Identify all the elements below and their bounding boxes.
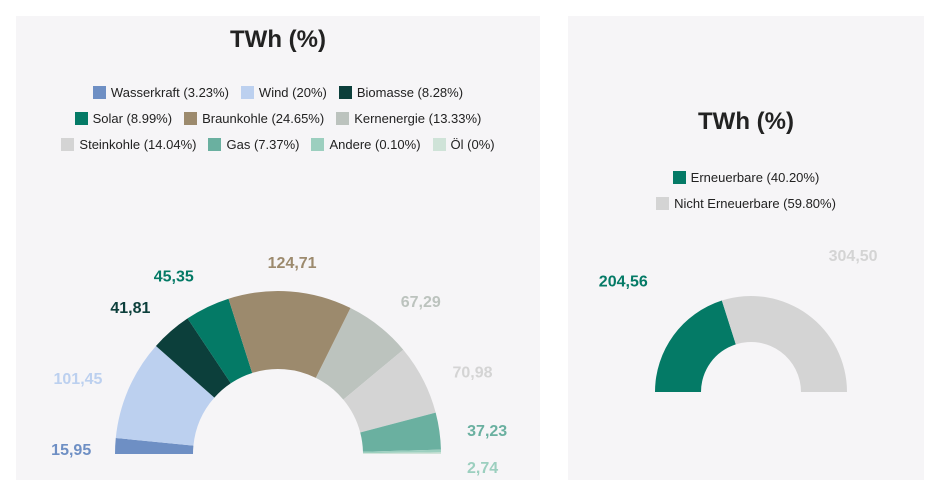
legend-swatch [184, 111, 198, 125]
data-label-andere: 2,74 [467, 460, 498, 477]
legend-swatch [240, 85, 254, 99]
legend-label: Öl (0%) [450, 136, 495, 152]
legend-label: Erneuerbare (40.20%) [690, 169, 820, 185]
legend-label: Solar (8.99%) [92, 110, 173, 126]
data-label-nicht-erneuerbare: 304,50 [829, 248, 878, 265]
legend-item-biomasse[interactable]: Biomasse (8.28%) [338, 84, 464, 100]
slice-wasserkraft[interactable] [115, 437, 194, 454]
legend-label: Braunkohle (24.65%) [202, 110, 325, 126]
legend-item-oel[interactable]: Öl (0%) [432, 136, 495, 152]
legend-swatch [61, 137, 75, 151]
data-label-wind: 101,45 [54, 371, 103, 388]
slice-andere[interactable] [362, 449, 441, 454]
legend-row: Steinkohle (14.04%) Gas (7.37%) Andere (0.… [55, 131, 500, 157]
legend-label: Wasserkraft (3.23%) [110, 84, 229, 100]
legend-swatch [311, 137, 325, 151]
data-label-biomasse: 41,81 [110, 300, 150, 317]
slice-gas[interactable] [360, 412, 441, 452]
data-label-solar: 45,35 [154, 269, 194, 286]
legend-item-andere[interactable]: Andere (0.10%) [311, 136, 421, 152]
legend-item-wind[interactable]: Wind (20%) [240, 84, 327, 100]
slice-kernenergie[interactable] [315, 308, 404, 400]
legend-swatch [74, 111, 88, 125]
chart-legend: Wasserkraft (3.23%) Wind (20%) Biomasse (8… [16, 79, 540, 157]
legend-label: Kernenergie (13.33%) [354, 110, 482, 126]
legend-label: Nicht Erneuerbare (59.80%) [674, 195, 836, 211]
data-label-wasserkraft: 15,95 [51, 442, 91, 459]
legend-item-kernenergie[interactable]: Kernenergie (13.33%) [336, 111, 481, 126]
legend-swatch [672, 170, 686, 184]
slice-erneuerbare[interactable] [655, 300, 736, 392]
legend-item-nicht-erneuerbare[interactable]: Nicht Erneuerbare (59.80%) [656, 196, 836, 211]
legend-row: Nicht Erneuerbare (59.80%) [650, 190, 842, 216]
legend-row: Solar (8.99%) Braunkohle (24.65%) Kernener… [69, 105, 488, 131]
legend-swatch [338, 85, 352, 99]
data-label-kernenergie: 67,29 [401, 294, 441, 311]
slice-wind[interactable] [115, 345, 215, 446]
legend-swatch [92, 85, 106, 99]
slice-oel[interactable] [362, 452, 441, 454]
slice-braunkohle[interactable] [228, 291, 351, 378]
legend-label: Biomasse (8.28%) [356, 84, 464, 100]
legend-label: Gas (7.37%) [226, 136, 300, 152]
legend-item-erneuerbare[interactable]: Erneuerbare (40.20%) [672, 169, 820, 185]
slice-steinkohle[interactable] [343, 349, 436, 433]
legend-label: Andere (0.10%) [329, 136, 421, 152]
legend-item-gas[interactable]: Gas (7.37%) [208, 137, 299, 152]
renewable-share-chart-panel: TWh (%) Erneuerbare (40.20%) Nicht Erneue… [568, 16, 924, 480]
chart-title: TWh (%) [698, 108, 794, 135]
energy-mix-chart-panel: TWh (%) Wasserkraft (3.23%) Wind (20%) Bio… [16, 16, 540, 480]
chart-title: TWh (%) [230, 26, 326, 53]
legend-item-solar[interactable]: Solar (8.99%) [74, 110, 173, 126]
legend-label: Wind (20%) [258, 84, 327, 100]
data-label-steinkohle: 70,98 [452, 365, 492, 382]
legend-row: Erneuerbare (40.20%) [667, 164, 826, 190]
data-label-gas: 37,23 [467, 423, 507, 440]
legend-item-steinkohle[interactable]: Steinkohle (14.04%) [61, 137, 196, 152]
legend-swatch [432, 137, 446, 151]
slice-nicht-erneuerbare[interactable] [721, 296, 847, 392]
legend-item-braunkohle[interactable]: Braunkohle (24.65%) [184, 111, 324, 126]
legend-swatch [208, 137, 222, 151]
slice-biomasse[interactable] [155, 318, 231, 398]
data-label-erneuerbare: 204,56 [599, 274, 648, 291]
legend-label: Steinkohle (14.04%) [79, 136, 197, 152]
chart-legend: Erneuerbare (40.20%) Nicht Erneuerbare (5… [568, 164, 924, 216]
legend-swatch [336, 111, 350, 125]
slice-solar[interactable] [187, 298, 253, 384]
data-label-braunkohle: 124,71 [268, 255, 317, 272]
legend-item-wasserkraft[interactable]: Wasserkraft (3.23%) [92, 84, 229, 100]
semi-donut-chart: 204,56 304,50 [599, 248, 878, 392]
legend-swatch [656, 196, 670, 210]
legend-row: Wasserkraft (3.23%) Wind (20%) Biomasse (8… [87, 79, 469, 105]
